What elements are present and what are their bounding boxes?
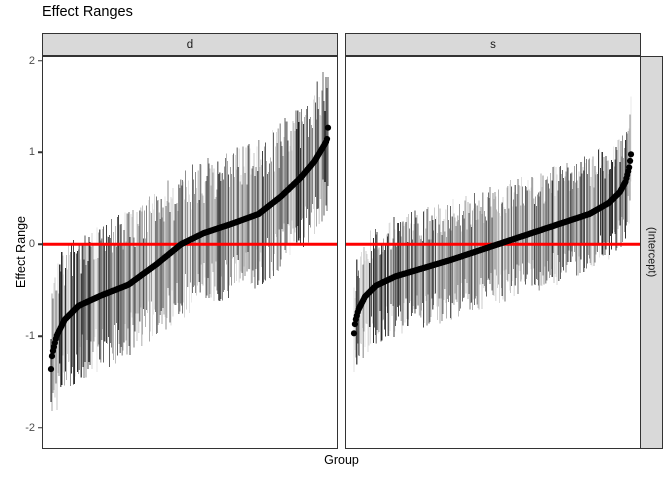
y-tick-label: 0 (28, 238, 35, 251)
y-tick-label: -2 (25, 421, 35, 434)
facet-strip-s: s (345, 33, 641, 56)
y-tick-mark (38, 59, 42, 62)
facet-strip-d: d (42, 33, 338, 56)
y-tick-label: -1 (25, 330, 35, 343)
y-tick-mark (38, 335, 42, 337)
chart-canvas-s (346, 96, 640, 372)
y-tick-mark (38, 151, 42, 154)
y-tick-label: 1 (28, 146, 35, 159)
facet-strip-intercept-label: (Intercept) (645, 227, 658, 278)
y-tick-label: 2 (28, 54, 35, 67)
plot-title: Effect Ranges (42, 4, 133, 20)
y-axis-title: Effect Range (14, 215, 28, 289)
chart-panel-d (42, 56, 338, 449)
chart-canvas-d (43, 72, 337, 411)
y-tick-mark (38, 427, 42, 429)
facet-strip-s-label: s (490, 38, 496, 51)
facet-strip-intercept: (Intercept) (640, 56, 663, 449)
y-axis: 2 1 0 -1 -2 (0, 54, 42, 449)
x-axis-title: Group (324, 453, 359, 467)
facet-strip-d-label: d (186, 38, 194, 51)
y-tick-mark (38, 243, 42, 245)
chart-panel-s (345, 56, 641, 449)
